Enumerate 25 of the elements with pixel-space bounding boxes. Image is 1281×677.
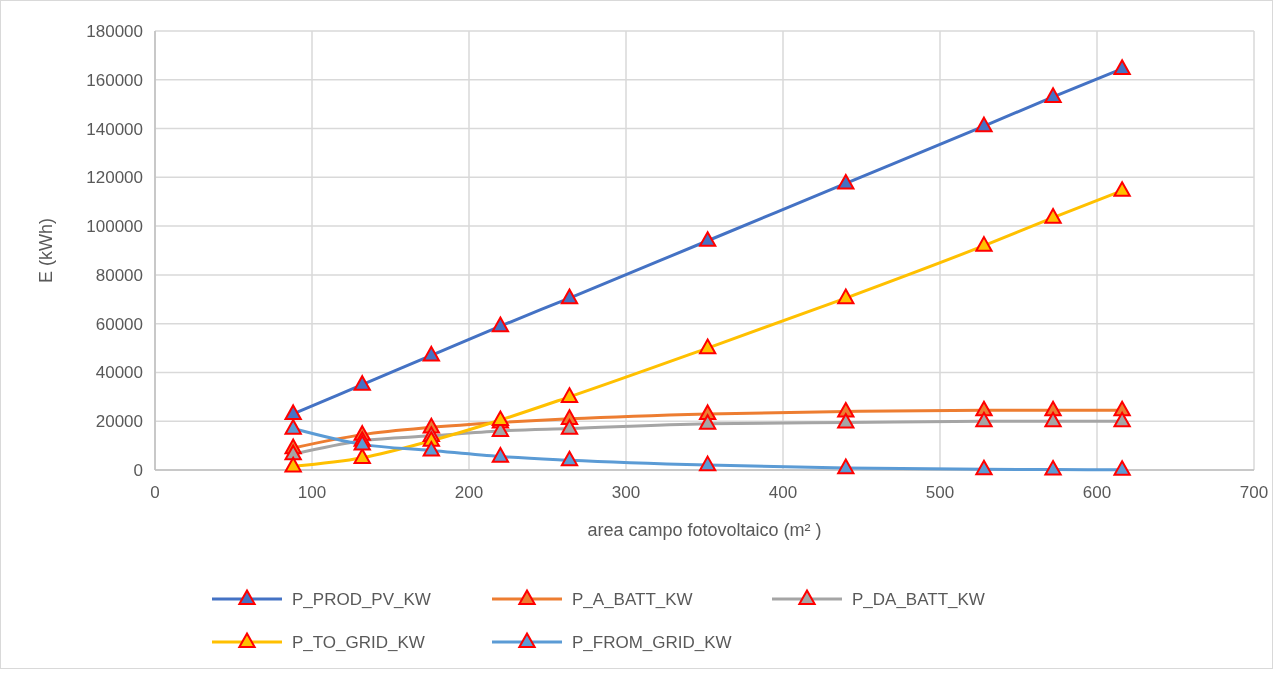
y-tick-label: 40000: [95, 363, 143, 383]
legend-label: P_PROD_PV_KW: [292, 589, 431, 609]
x-tick-label: 300: [611, 483, 641, 502]
y-tick-label: 140000: [86, 119, 143, 139]
y-tick-label: 60000: [95, 314, 143, 334]
legend-label: P_DA_BATT_KW: [852, 589, 985, 609]
x-tick-label: 100: [297, 483, 327, 502]
x-tick-label: 600: [1082, 483, 1112, 502]
x-axis-title: area campo fotovoltaico (m² ): [587, 520, 822, 540]
y-tick-label: 80000: [95, 265, 143, 285]
x-tick-label: 400: [768, 483, 798, 502]
x-tick-label: 0: [150, 483, 160, 502]
x-tick-label: 500: [925, 483, 955, 502]
y-tick-label: 20000: [95, 412, 143, 432]
legend-label: P_TO_GRID_KW: [292, 632, 425, 652]
legend-label: P_A_BATT_KW: [572, 589, 693, 609]
y-tick-label: 100000: [86, 217, 143, 237]
y-axis-title: E (kWh): [36, 218, 56, 283]
y-tick-label: 180000: [86, 21, 143, 41]
legend-label: P_FROM_GRID_KW: [572, 632, 732, 652]
x-tick-label: 200: [454, 483, 484, 502]
y-tick-label: 120000: [86, 168, 143, 188]
y-tick-label: 0: [133, 460, 143, 480]
x-tick-label: 700: [1239, 483, 1269, 502]
y-tick-label: 160000: [86, 70, 143, 90]
